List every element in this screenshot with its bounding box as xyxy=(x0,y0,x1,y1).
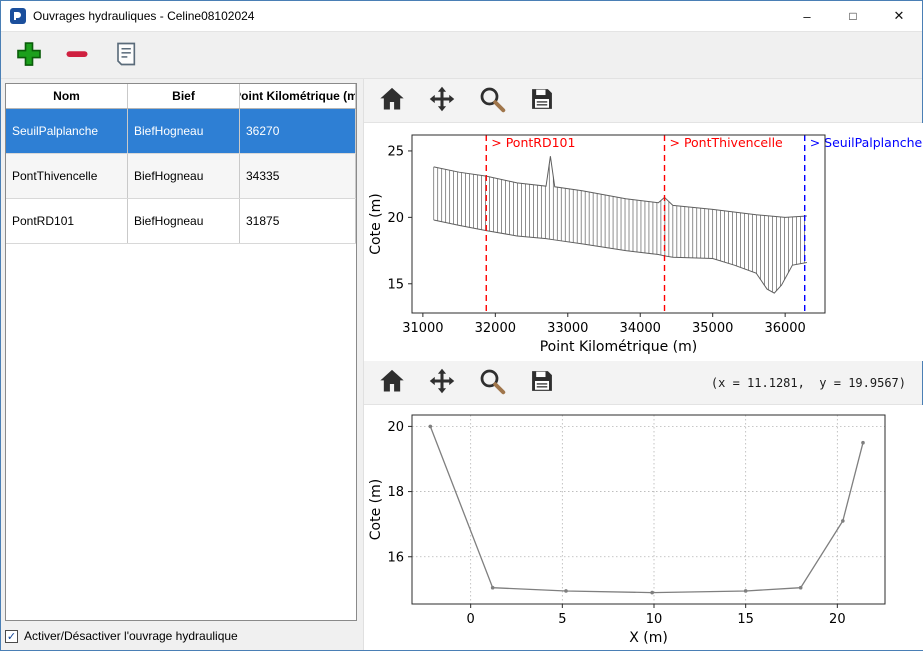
home-button[interactable] xyxy=(376,367,408,399)
cell-nom: PontRD101 xyxy=(6,199,128,243)
svg-text:Cote (m): Cote (m) xyxy=(368,479,384,540)
svg-text:15: 15 xyxy=(737,612,754,627)
svg-text:34000: 34000 xyxy=(620,321,661,336)
checkbox-icon[interactable]: ✓ xyxy=(5,629,18,643)
table-row[interactable]: PontThivencelle BiefHogneau 34335 xyxy=(6,154,356,199)
save-icon xyxy=(528,85,556,116)
svg-text:20: 20 xyxy=(387,420,404,435)
cursor-coordinates: (x = 11.1281, y = 19.9567) xyxy=(710,375,906,390)
pan-button[interactable] xyxy=(426,85,458,117)
cell-pk: 31875 xyxy=(240,199,356,243)
svg-text:33000: 33000 xyxy=(547,321,588,336)
pan-icon xyxy=(428,367,456,398)
zoom-button[interactable] xyxy=(476,367,508,399)
svg-text:5: 5 xyxy=(558,612,566,627)
cell-bief: BiefHogneau xyxy=(128,109,240,153)
zoom-icon xyxy=(477,366,507,399)
column-header-pk[interactable]: Point Kilométrique (m) xyxy=(240,84,356,108)
table-row[interactable]: SeuilPalplanche BiefHogneau 36270 xyxy=(6,109,356,154)
window-title: Ouvrages hydrauliques - Celine08102024 xyxy=(33,9,255,23)
svg-text:20: 20 xyxy=(387,211,404,226)
svg-text:18: 18 xyxy=(387,485,404,500)
plus-icon xyxy=(14,39,44,72)
svg-text:Point Kilométrique (m): Point Kilométrique (m) xyxy=(540,339,698,355)
section-plot-toolbar: (x = 11.1281, y = 19.9567) xyxy=(364,361,922,405)
app-icon xyxy=(9,7,27,25)
window-controls: – □ ✕ xyxy=(784,1,922,31)
title-bar: Ouvrages hydrauliques - Celine08102024 –… xyxy=(1,1,922,32)
svg-text:36000: 36000 xyxy=(764,321,805,336)
column-header-nom[interactable]: Nom xyxy=(6,84,128,108)
svg-text:> PontThivencelle: > PontThivencelle xyxy=(670,135,784,150)
save-button[interactable] xyxy=(526,367,558,399)
home-button[interactable] xyxy=(376,85,408,117)
svg-text:25: 25 xyxy=(387,144,404,159)
save-button[interactable] xyxy=(526,85,558,117)
pan-icon xyxy=(428,85,456,116)
remove-structure-button[interactable] xyxy=(59,37,95,73)
home-icon xyxy=(378,367,406,398)
table-header: Nom Bief Point Kilométrique (m) xyxy=(6,84,356,109)
svg-text:35000: 35000 xyxy=(692,321,733,336)
minimize-button[interactable]: – xyxy=(803,8,811,24)
home-icon xyxy=(378,85,406,116)
checkbox-label: Activer/Désactiver l'ouvrage hydraulique xyxy=(24,629,238,643)
edit-structure-button[interactable] xyxy=(107,37,143,73)
pan-button[interactable] xyxy=(426,367,458,399)
column-header-bief[interactable]: Bief xyxy=(128,84,240,108)
svg-text:16: 16 xyxy=(387,550,404,565)
svg-text:> SeuilPalplanche: > SeuilPalplanche xyxy=(810,135,923,150)
activate-structure-checkbox[interactable]: ✓ Activer/Désactiver l'ouvrage hydrauliq… xyxy=(5,626,357,646)
zoom-icon xyxy=(477,84,507,117)
svg-text:20: 20 xyxy=(829,612,846,627)
svg-text:Cote (m): Cote (m) xyxy=(368,193,384,254)
longitudinal-profile-chart[interactable]: > PontRD101 > PontThivencelle > SeuilPalpl… xyxy=(364,123,923,361)
cross-section-chart[interactable]: 0 5 10 15 20 16 18 20 X (m) Cote (m) xyxy=(364,405,923,650)
edit-icon xyxy=(111,40,139,71)
svg-text:X (m): X (m) xyxy=(629,630,668,646)
svg-text:31000: 31000 xyxy=(402,321,443,336)
cell-nom: SeuilPalplanche xyxy=(6,109,128,153)
svg-text:10: 10 xyxy=(646,612,663,627)
structures-panel: Nom Bief Point Kilométrique (m) SeuilPal… xyxy=(1,79,361,650)
svg-text:32000: 32000 xyxy=(475,321,516,336)
svg-text:> PontRD101: > PontRD101 xyxy=(491,135,575,150)
main-toolbar xyxy=(1,32,922,79)
svg-text:0: 0 xyxy=(467,612,475,627)
structures-table: Nom Bief Point Kilométrique (m) SeuilPal… xyxy=(5,83,357,621)
maximize-button[interactable]: □ xyxy=(849,9,857,23)
table-row[interactable]: PontRD101 BiefHogneau 31875 xyxy=(6,199,356,244)
profile-plot-toolbar xyxy=(364,79,922,123)
cell-bief: BiefHogneau xyxy=(128,199,240,243)
svg-text:15: 15 xyxy=(387,277,404,292)
save-icon xyxy=(528,367,556,398)
zoom-button[interactable] xyxy=(476,85,508,117)
close-button[interactable]: ✕ xyxy=(893,8,905,23)
cell-nom: PontThivencelle xyxy=(6,154,128,198)
minus-icon xyxy=(63,40,91,71)
cell-pk: 36270 xyxy=(240,109,356,153)
cell-bief: BiefHogneau xyxy=(128,154,240,198)
add-structure-button[interactable] xyxy=(11,37,47,73)
plots-panel: > PontRD101 > PontThivencelle > SeuilPalpl… xyxy=(363,79,923,650)
cell-pk: 34335 xyxy=(240,154,356,198)
main-content: Nom Bief Point Kilométrique (m) SeuilPal… xyxy=(1,79,923,650)
